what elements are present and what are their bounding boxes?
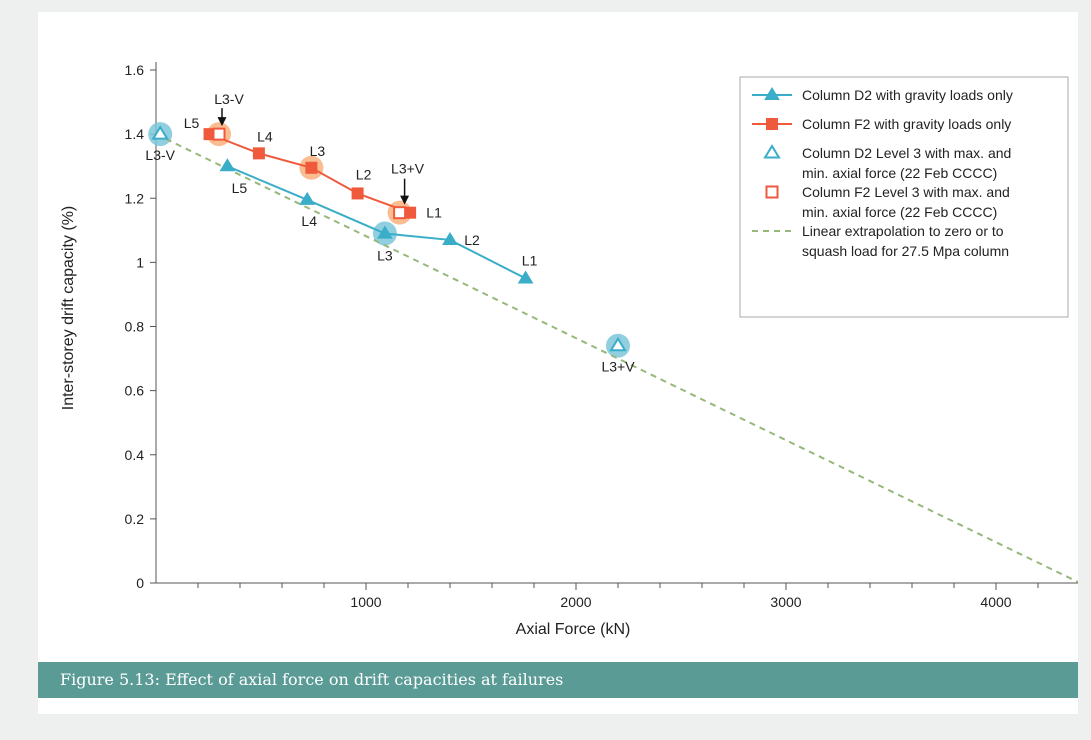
series-f2-point-label: L4 [257, 128, 273, 144]
x-tick-label: 4000 [980, 594, 1011, 610]
series-d2-point [377, 225, 393, 239]
series-d2-point-label: L5 [232, 180, 248, 196]
y-tick-label: 0 [136, 575, 144, 591]
legend-entry-text: Column F2 Level 3 with max. and [802, 184, 1010, 200]
y-tick-label: 0.6 [125, 383, 145, 399]
legend: Column D2 with gravity loads only Column … [739, 76, 1069, 318]
series-d2-point-label: L1 [522, 252, 538, 268]
legend-entry-text: min. axial force (22 Feb CCCC) [802, 165, 997, 181]
x-tick-label: 1000 [350, 594, 381, 610]
figure-panel: 0 0.2 0.4 0.6 0.8 1 1.2 1.4 1.6 1000 2000 3000 4000 … [38, 12, 1078, 714]
x-tick-label: 2000 [560, 594, 591, 610]
series-d2-level3-point-label: L3+V [601, 359, 635, 375]
y-tick-label: 0.8 [125, 319, 145, 335]
y-axis-title: Inter-storey drift capacity (%) [60, 206, 77, 411]
y-tick-label: 0.4 [125, 447, 145, 463]
series-d2-point-label: L2 [464, 232, 480, 248]
highlight-circles [148, 122, 630, 358]
legend-entry-text: Column D2 with gravity loads only [802, 87, 1013, 103]
legend-entry-text: min. axial force (22 Feb CCCC) [802, 204, 997, 220]
y-tick-label: 1.2 [125, 190, 145, 206]
y-tick-label: 1.4 [125, 126, 145, 142]
x-tick-label: 3000 [770, 594, 801, 610]
x-axis-title: Axial Force (kN) [516, 621, 631, 638]
point-labels: L5 L4 L3 L2 L1 L5 L4 L3 L2 L1 L3-V L3+V L3-V L3+V [145, 91, 635, 375]
legend-swatch-f2-level3 [765, 185, 779, 199]
series-d2-point [442, 231, 458, 245]
series-f2-point [305, 161, 318, 174]
axes: 0 0.2 0.4 0.6 0.8 1 1.2 1.4 1.6 1000 2000 3000 4000 [125, 62, 1078, 610]
series-d2-point [299, 191, 316, 205]
series-d2-point [219, 158, 236, 172]
series-markers [151, 125, 627, 352]
annotation-arrow-head [217, 117, 227, 127]
y-tick-label: 0.2 [125, 511, 145, 527]
series-f2-point-label: L1 [426, 205, 442, 221]
series-f2-level3-point-label: L3-V [214, 91, 244, 107]
series-f2-level3-point [212, 127, 226, 141]
series-f2-point [252, 147, 265, 160]
series-f2-point-label: L3 [310, 143, 326, 159]
series-d2-point-label: L4 [301, 213, 317, 229]
series-f2-level3-point-label: L3+V [391, 161, 425, 177]
figure-caption: Figure 5.13: Effect of axial force on dr… [38, 662, 1078, 698]
legend-box [739, 76, 1069, 318]
legend-entry-text: Linear extrapolation to zero or to [802, 223, 1004, 239]
y-tick-label: 1 [136, 254, 144, 270]
legend-entry-text: Column D2 Level 3 with max. and [802, 145, 1011, 161]
series-f2-point [404, 206, 417, 219]
series-f2-point-label: L5 [184, 115, 200, 131]
series-d2-level3-point-label: L3-V [145, 147, 175, 163]
series-f2-point [351, 187, 364, 200]
series-d2-level3-point [609, 336, 627, 352]
legend-swatch-d2-level3 [763, 144, 781, 159]
series-d2-level3-point [151, 125, 169, 140]
legend-entry-text: Column F2 with gravity loads only [802, 116, 1011, 132]
legend-entry-text: squash load for 27.5 Mpa column [802, 243, 1009, 259]
legend-swatch-f2 [766, 118, 778, 130]
y-tick-label: 1.6 [125, 62, 145, 78]
legend-swatch-d2 [764, 87, 780, 101]
series-f2-point-label: L2 [356, 166, 372, 182]
series-d2-point [517, 270, 534, 284]
series-d2-point-label: L3 [377, 248, 393, 264]
annotation-arrow-head [400, 195, 410, 205]
series-f2-level3-point [393, 206, 407, 220]
